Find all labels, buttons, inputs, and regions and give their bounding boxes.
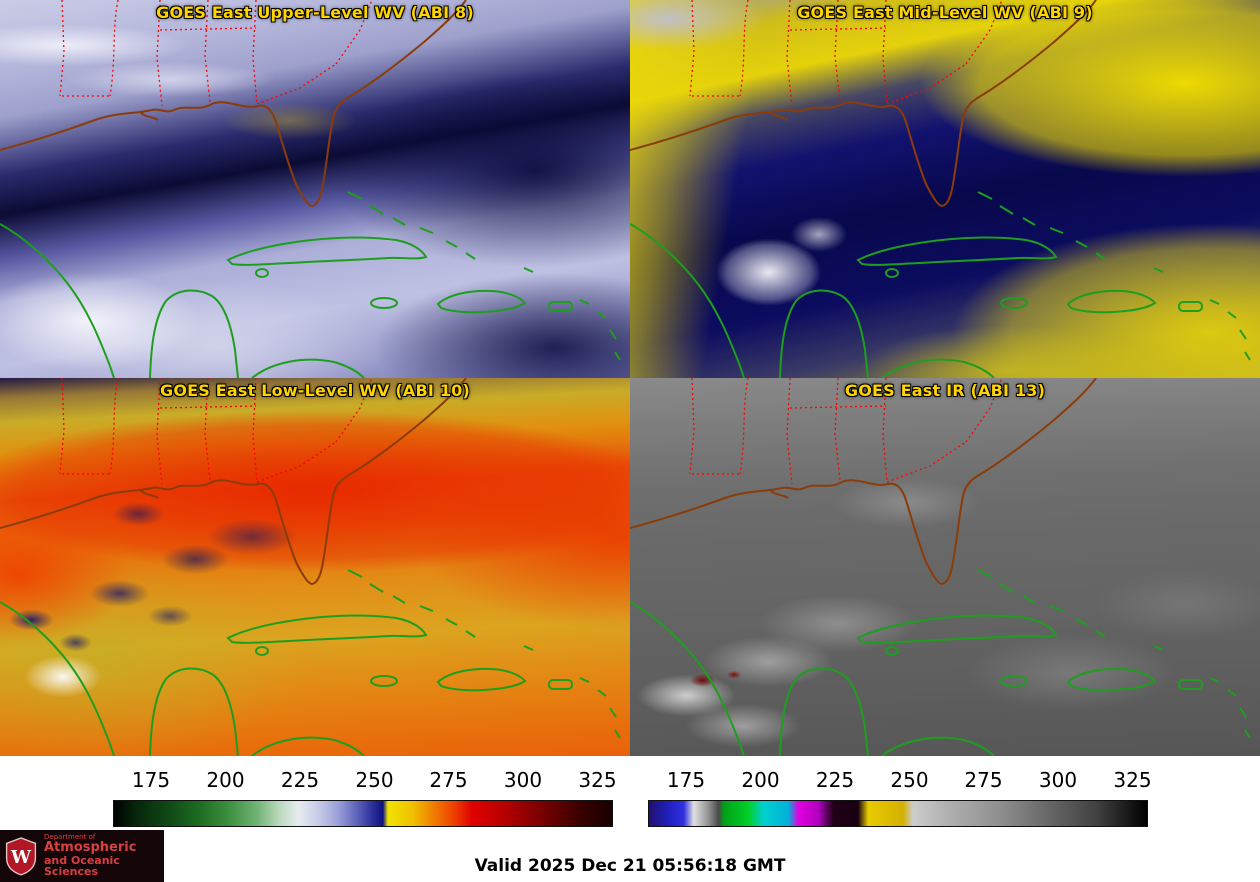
panel-low-level-wv-abi10: GOES East Low-Level WV (ABI 10): [0, 378, 630, 756]
map-boundaries-overlay: [0, 0, 621, 378]
ir-colorbar-gradient: [648, 800, 1148, 827]
panel-title-upper-level-wv: GOES East Upper-Level WV (ABI 8): [156, 3, 474, 22]
colorbar-ir: 175 200 225 250 275 300 325: [648, 756, 1152, 830]
wv-tick-label: 275: [429, 768, 468, 792]
map-boundaries-overlay: [630, 0, 1251, 378]
uw-crest-icon: W: [5, 837, 37, 876]
ir-tick-label: 225: [815, 768, 855, 792]
wv-tick-label: 200: [206, 768, 245, 792]
panel-ir-abi13: GOES East IR (ABI 13): [630, 378, 1260, 756]
footer: W Department of Atmospheric and Oceanic …: [0, 830, 1260, 882]
uw-aos-logo: W Department of Atmospheric and Oceanic …: [0, 830, 164, 882]
ir-tick-label: 275: [964, 768, 1003, 792]
panel-mid-level-wv-abi9: GOES East Mid-Level WV (ABI 9): [630, 0, 1260, 378]
panel-upper-level-wv-abi8: GOES East Upper-Level WV (ABI 8): [0, 0, 630, 378]
logo-dept-prefix: Department of: [44, 832, 96, 841]
ir-tick-label: 300: [1038, 768, 1078, 792]
colorbar-wv: 175 200 225 250 275 300 325: [113, 756, 617, 830]
panel-title-ir: GOES East IR (ABI 13): [844, 381, 1046, 400]
logo-text: Department of Atmospheric and Oceanic Sc…: [44, 832, 164, 879]
uw-monogram: W: [10, 847, 32, 868]
satellite-image-grid: GOES East Upper-Level WV (ABI 8) GOES Ea…: [0, 0, 1260, 756]
wv-tick-label: 175: [131, 768, 171, 792]
wv-tick-label: 225: [280, 768, 320, 792]
ir-tick-label: 325: [1113, 768, 1152, 792]
wv-colorbar-gradient: [113, 800, 613, 827]
logo-dept-name-2: and Oceanic Sciences: [44, 853, 120, 879]
valid-time-label: Valid 2025 Dec 21 05:56:18 GMT: [474, 856, 786, 876]
wv-tick-label: 300: [503, 768, 543, 792]
panel-title-low-level-wv: GOES East Low-Level WV (ABI 10): [159, 381, 470, 400]
wv-tick-label: 325: [578, 768, 617, 792]
map-boundaries-overlay: [630, 378, 1251, 756]
map-boundaries-overlay: [0, 378, 621, 756]
logo-dept-name-1: Atmospheric: [44, 840, 137, 856]
ir-tick-label: 250: [890, 768, 929, 792]
ir-tick-label: 175: [666, 768, 706, 792]
colorbar-row: 175 200 225 250 275 300 325 175 200 225 …: [0, 756, 1260, 830]
ir-tick-label: 200: [741, 768, 780, 792]
wv-tick-label: 250: [355, 768, 394, 792]
panel-title-mid-level-wv: GOES East Mid-Level WV (ABI 9): [797, 3, 1093, 22]
